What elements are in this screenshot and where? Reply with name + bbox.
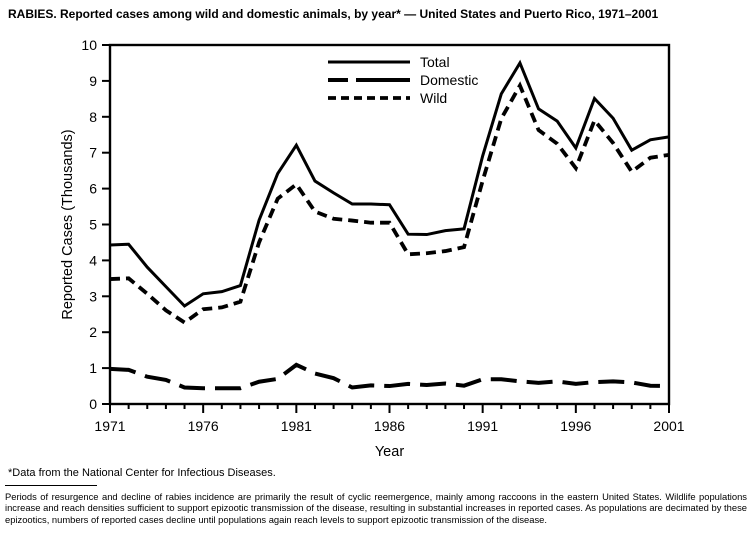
y-tick-label: 10 <box>81 37 97 53</box>
y-tick-label: 0 <box>89 396 97 412</box>
footnote-divider <box>5 485 97 486</box>
total-line <box>109 59 670 308</box>
x-tick-label: 1991 <box>467 418 498 434</box>
y-tick-label: 7 <box>89 145 97 161</box>
x-tick-label: 1981 <box>281 418 312 434</box>
x-tick-label: 1976 <box>188 418 219 434</box>
editorial-note-paragraph: Periods of resurgence and decline of rab… <box>5 491 747 525</box>
y-tick-label: 1 <box>89 360 97 376</box>
legend-wild-label: Wild <box>420 90 447 106</box>
x-axis-title: Year <box>375 444 404 460</box>
y-tick-label: 3 <box>89 288 97 304</box>
data-source-footnote: *Data from the National Center for Infec… <box>8 467 276 479</box>
legend-domestic-label: Domestic <box>420 72 478 88</box>
y-tick-label: 2 <box>89 324 97 340</box>
y-tick-label: 5 <box>89 217 97 233</box>
y-axis-title: Reported Cases (Thousands) <box>60 129 76 319</box>
wild-line <box>109 81 670 325</box>
y-tick-label: 4 <box>89 252 97 268</box>
x-tick-label: 1996 <box>560 418 591 434</box>
y-tick-label: 6 <box>89 181 97 197</box>
figure-title: RABIES. Reported cases among wild and do… <box>8 7 659 21</box>
x-tick-label: 1986 <box>374 418 405 434</box>
x-tick-label: 1971 <box>94 418 125 434</box>
y-tick-label: 8 <box>89 109 97 125</box>
y-tick-label: 9 <box>89 73 97 89</box>
legend-total-label: Total <box>420 54 450 70</box>
x-tick-label: 2001 <box>653 418 684 434</box>
domestic-line <box>109 362 670 391</box>
